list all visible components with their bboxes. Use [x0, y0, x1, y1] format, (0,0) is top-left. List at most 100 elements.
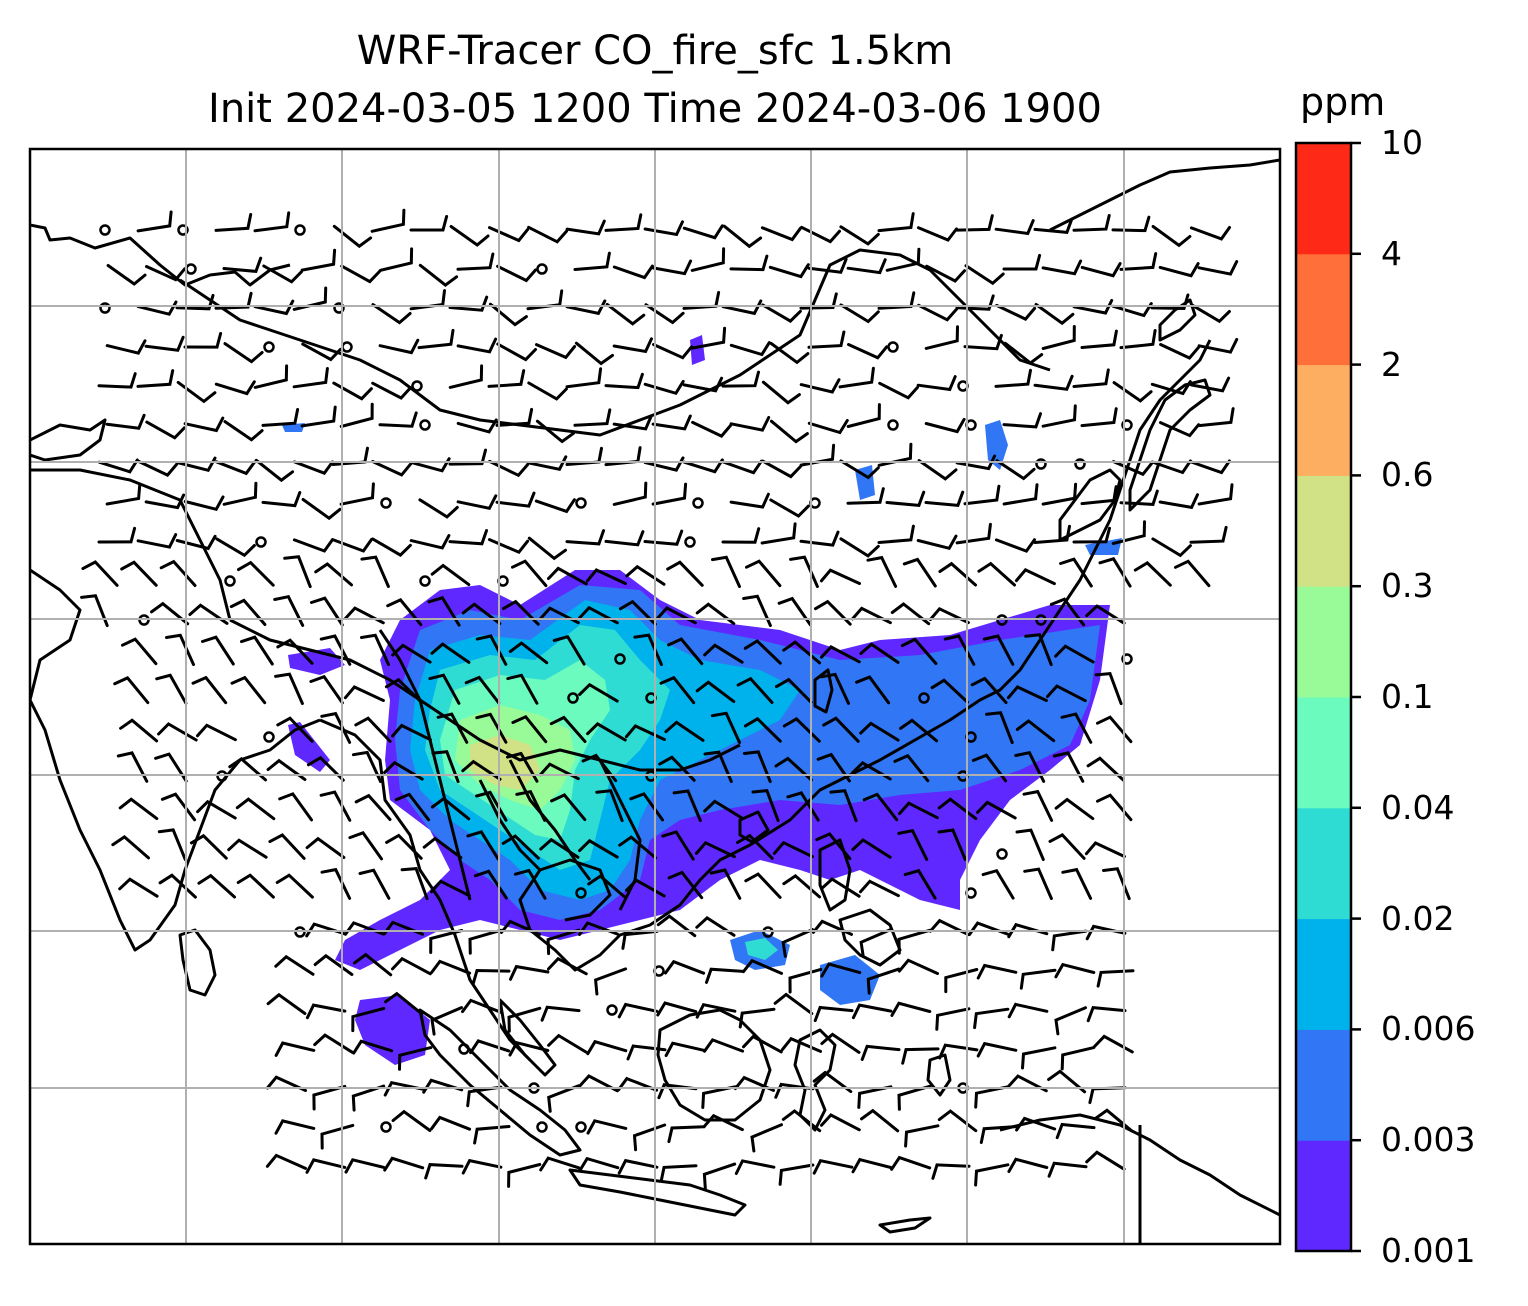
plume-patch-north-1	[985, 420, 1008, 470]
wind-barb	[409, 289, 446, 311]
calm-wind-marker	[380, 497, 392, 509]
wind-barb	[358, 868, 391, 900]
wind-barb	[1041, 325, 1076, 350]
wind-barb	[1080, 407, 1118, 428]
wind-barb	[1054, 1006, 1087, 1036]
wind-barb	[183, 495, 225, 512]
wind-barb	[230, 675, 267, 705]
wind-barb	[448, 448, 487, 466]
wind-barb	[711, 555, 741, 588]
wind-barb	[332, 381, 373, 401]
wind-barb	[846, 403, 881, 428]
wind-barb	[400, 867, 429, 901]
wind-barb	[456, 252, 495, 271]
wind-barb	[971, 753, 1008, 783]
coastline-hainan	[738, 810, 770, 844]
wind-barb	[878, 381, 919, 400]
calm-wind-marker	[177, 224, 189, 236]
wind-barb	[1033, 217, 1074, 235]
coastline-philippines-south	[838, 908, 902, 967]
gridlines	[30, 149, 1280, 1244]
wind-barb	[1059, 557, 1093, 588]
wind-barb	[578, 838, 619, 859]
wind-barb	[461, 759, 502, 781]
wind-barb	[1054, 962, 1096, 979]
wind-barb	[235, 797, 276, 821]
wind-barb	[963, 484, 1001, 506]
wind-barb	[1007, 1002, 1049, 1019]
wind-barb	[157, 828, 187, 862]
wind-barb	[710, 711, 741, 744]
wind-barb	[183, 332, 223, 349]
wind-barb	[448, 295, 489, 312]
wind-barb	[144, 493, 186, 510]
wind-barb	[1159, 421, 1201, 438]
colorbar	[1294, 141, 1361, 1253]
wind-barb	[777, 596, 812, 627]
wind-barb	[502, 599, 540, 626]
wind-barb	[154, 752, 188, 783]
wind-barb	[222, 481, 258, 506]
wind-barb	[371, 460, 413, 477]
wind-barb	[1019, 968, 1057, 990]
wind-barb	[729, 416, 771, 432]
wind-barb	[664, 1041, 706, 1058]
wind-barb	[1189, 376, 1231, 393]
wind-barb	[526, 455, 568, 472]
wind-barb	[994, 219, 1035, 236]
wind-barb	[985, 711, 1014, 745]
wind-barb	[539, 837, 580, 859]
wind-barb	[578, 1074, 619, 1093]
wind-barb	[313, 1033, 354, 1054]
wind-barb	[274, 1119, 316, 1135]
wind-barb	[97, 526, 137, 544]
colorbar-segment	[1296, 1140, 1351, 1252]
wind-barb	[976, 800, 1017, 820]
coastline-taiwan	[813, 668, 834, 714]
wind-barb	[741, 958, 783, 975]
wind-barb	[1085, 604, 1126, 625]
wind-barb	[901, 1047, 940, 1065]
wind-barb	[659, 1164, 698, 1183]
wind-barb	[970, 676, 1008, 704]
wind-barb	[175, 534, 217, 551]
wind-barb	[1174, 559, 1211, 588]
wind-barb	[113, 676, 150, 705]
wind-barb	[1151, 225, 1192, 248]
wind-barb	[917, 226, 958, 242]
wind-barb	[1151, 537, 1192, 558]
calm-wind-marker	[380, 1121, 392, 1133]
wind-barb	[418, 263, 459, 287]
wind-barb	[695, 602, 736, 626]
wind-barb	[633, 633, 663, 666]
wind-barb	[461, 1158, 503, 1175]
coastline-philippines-luzon	[818, 838, 852, 912]
wind-barb	[240, 635, 274, 666]
calm-wind-marker	[1121, 653, 1133, 665]
wind-barb	[527, 225, 568, 244]
wind-barb	[847, 343, 889, 360]
wind-barb	[846, 487, 885, 505]
wind-barb	[254, 458, 295, 483]
wind-barb	[897, 829, 929, 861]
wind-barb	[769, 419, 809, 444]
wind-barb	[722, 224, 763, 249]
wind-barb	[214, 213, 253, 232]
wind-barb	[742, 750, 772, 784]
colorbar-tick-label: 2	[1381, 344, 1402, 384]
wind-barb	[508, 1040, 550, 1057]
wind-barb	[839, 303, 880, 324]
wind-barb	[475, 790, 508, 822]
wind-barb	[1051, 929, 1088, 952]
wind-barb	[729, 254, 769, 272]
wind-barb	[535, 419, 575, 444]
plume-patch-north-4	[282, 423, 305, 432]
wind-barb	[1150, 380, 1192, 396]
wind-barb	[839, 225, 880, 246]
wind-barb	[1102, 867, 1131, 901]
wind-barb	[846, 258, 887, 275]
wind-barb	[547, 956, 588, 976]
wind-barb	[278, 792, 313, 822]
wind-barb	[468, 928, 503, 955]
wind-barb	[409, 534, 451, 550]
